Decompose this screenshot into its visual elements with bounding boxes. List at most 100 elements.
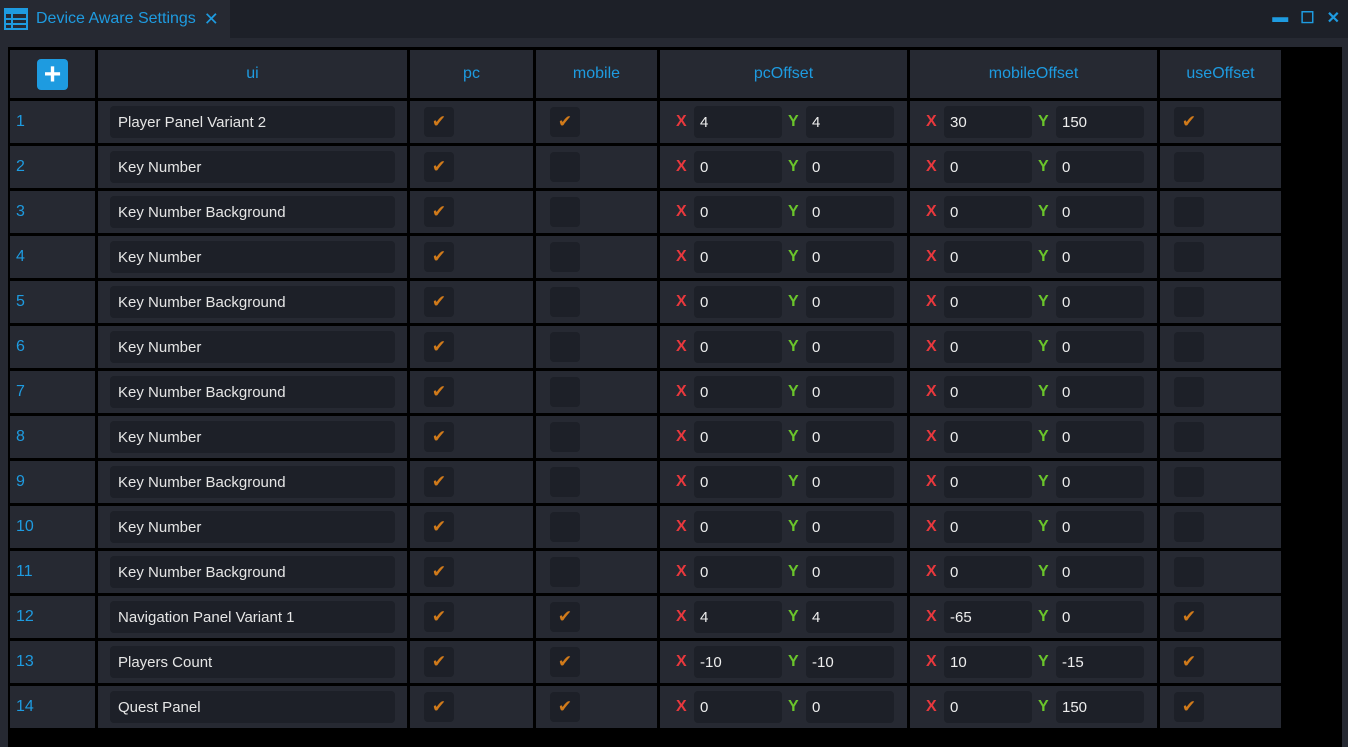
pc-offset-x-input[interactable]: 0 [694, 331, 782, 363]
pc-offset-x-input[interactable]: 0 [694, 466, 782, 498]
pc-checkbox[interactable]: ✔ [424, 467, 454, 497]
mobile-offset-y-input[interactable]: 0 [1056, 601, 1144, 633]
maximize-icon[interactable]: ☐ [1300, 10, 1315, 27]
ui-name-field[interactable]: Key Number [110, 241, 395, 273]
window-close-icon[interactable]: ✕ [1326, 10, 1340, 27]
mobile-offset-x-input[interactable]: 0 [944, 421, 1032, 453]
use-offset-checkbox[interactable] [1174, 557, 1204, 587]
pc-checkbox[interactable]: ✔ [424, 242, 454, 272]
pc-offset-y-input[interactable]: 0 [806, 691, 894, 723]
pc-offset-y-input[interactable]: 0 [806, 511, 894, 543]
pc-checkbox[interactable]: ✔ [424, 377, 454, 407]
pc-offset-x-input[interactable]: 0 [694, 691, 782, 723]
pc-offset-y-input[interactable]: 0 [806, 556, 894, 588]
mobile-offset-x-input[interactable]: 0 [944, 511, 1032, 543]
mobile-offset-x-input[interactable]: 30 [944, 106, 1032, 138]
mobile-checkbox[interactable]: ✔ [550, 692, 580, 722]
pc-offset-x-input[interactable]: 4 [694, 601, 782, 633]
pc-checkbox[interactable]: ✔ [424, 647, 454, 677]
mobile-offset-x-input[interactable]: 0 [944, 286, 1032, 318]
use-offset-checkbox[interactable]: ✔ [1174, 647, 1204, 677]
mobile-offset-x-input[interactable]: 0 [944, 196, 1032, 228]
mobile-checkbox[interactable] [550, 332, 580, 362]
pc-offset-x-input[interactable]: 4 [694, 106, 782, 138]
mobile-offset-x-input[interactable]: 0 [944, 331, 1032, 363]
mobile-checkbox[interactable]: ✔ [550, 107, 580, 137]
mobile-offset-y-input[interactable]: 150 [1056, 691, 1144, 723]
pc-checkbox[interactable]: ✔ [424, 332, 454, 362]
mobile-offset-y-input[interactable]: 0 [1056, 196, 1144, 228]
pc-offset-y-input[interactable]: 0 [806, 376, 894, 408]
ui-name-field[interactable]: Key Number Background [110, 466, 395, 498]
pc-offset-x-input[interactable]: 0 [694, 241, 782, 273]
mobile-checkbox[interactable] [550, 377, 580, 407]
mobile-checkbox[interactable] [550, 512, 580, 542]
ui-name-field[interactable]: Quest Panel [110, 691, 395, 723]
mobile-checkbox[interactable]: ✔ [550, 647, 580, 677]
pc-offset-y-input[interactable]: 4 [806, 601, 894, 633]
mobile-checkbox[interactable] [550, 197, 580, 227]
ui-name-field[interactable]: Key Number Background [110, 556, 395, 588]
ui-name-field[interactable]: Navigation Panel Variant 1 [110, 601, 395, 633]
mobile-checkbox[interactable] [550, 557, 580, 587]
pc-offset-y-input[interactable]: 0 [806, 286, 894, 318]
pc-offset-x-input[interactable]: 0 [694, 196, 782, 228]
use-offset-checkbox[interactable] [1174, 377, 1204, 407]
pc-offset-x-input[interactable]: 0 [694, 376, 782, 408]
ui-name-field[interactable]: Key Number Background [110, 286, 395, 318]
mobile-checkbox[interactable] [550, 422, 580, 452]
ui-name-field[interactable]: Key Number [110, 511, 395, 543]
use-offset-checkbox[interactable]: ✔ [1174, 692, 1204, 722]
pc-offset-y-input[interactable]: 0 [806, 196, 894, 228]
mobile-offset-y-input[interactable]: 150 [1056, 106, 1144, 138]
use-offset-checkbox[interactable] [1174, 512, 1204, 542]
pc-offset-x-input[interactable]: -10 [694, 646, 782, 678]
use-offset-checkbox[interactable] [1174, 467, 1204, 497]
use-offset-checkbox[interactable] [1174, 197, 1204, 227]
mobile-offset-x-input[interactable]: 10 [944, 646, 1032, 678]
use-offset-checkbox[interactable] [1174, 332, 1204, 362]
ui-name-field[interactable]: Key Number [110, 331, 395, 363]
pc-checkbox[interactable]: ✔ [424, 152, 454, 182]
pc-checkbox[interactable]: ✔ [424, 107, 454, 137]
pc-offset-x-input[interactable]: 0 [694, 151, 782, 183]
pc-offset-y-input[interactable]: 0 [806, 151, 894, 183]
ui-name-field[interactable]: Key Number Background [110, 376, 395, 408]
mobile-offset-y-input[interactable]: 0 [1056, 421, 1144, 453]
mobile-offset-y-input[interactable]: 0 [1056, 241, 1144, 273]
pc-offset-y-input[interactable]: 0 [806, 421, 894, 453]
mobile-offset-y-input[interactable]: 0 [1056, 151, 1144, 183]
mobile-offset-y-input[interactable]: 0 [1056, 331, 1144, 363]
tab-close-icon[interactable]: ✕ [203, 8, 219, 29]
pc-checkbox[interactable]: ✔ [424, 557, 454, 587]
ui-name-field[interactable]: Key Number Background [110, 196, 395, 228]
mobile-offset-y-input[interactable]: -15 [1056, 646, 1144, 678]
pc-checkbox[interactable]: ✔ [424, 197, 454, 227]
mobile-offset-x-input[interactable]: 0 [944, 376, 1032, 408]
mobile-checkbox[interactable] [550, 467, 580, 497]
pc-offset-y-input[interactable]: 4 [806, 106, 894, 138]
pc-offset-x-input[interactable]: 0 [694, 286, 782, 318]
pc-offset-y-input[interactable]: -10 [806, 646, 894, 678]
pc-checkbox[interactable]: ✔ [424, 422, 454, 452]
pc-checkbox[interactable]: ✔ [424, 692, 454, 722]
minimize-icon[interactable]: ▬ [1272, 9, 1289, 26]
mobile-offset-x-input[interactable]: 0 [944, 466, 1032, 498]
mobile-offset-x-input[interactable]: 0 [944, 691, 1032, 723]
mobile-checkbox[interactable] [550, 152, 580, 182]
use-offset-checkbox[interactable]: ✔ [1174, 602, 1204, 632]
use-offset-checkbox[interactable] [1174, 152, 1204, 182]
mobile-offset-y-input[interactable]: 0 [1056, 466, 1144, 498]
mobile-offset-x-input[interactable]: 0 [944, 556, 1032, 588]
pc-offset-y-input[interactable]: 0 [806, 331, 894, 363]
mobile-offset-x-input[interactable]: -65 [944, 601, 1032, 633]
pc-offset-x-input[interactable]: 0 [694, 511, 782, 543]
ui-name-field[interactable]: Key Number [110, 421, 395, 453]
use-offset-checkbox[interactable] [1174, 422, 1204, 452]
use-offset-checkbox[interactable] [1174, 242, 1204, 272]
mobile-checkbox[interactable] [550, 287, 580, 317]
ui-name-field[interactable]: Key Number [110, 151, 395, 183]
tab-device-aware-settings[interactable]: Device Aware Settings ✕ [0, 0, 230, 38]
use-offset-checkbox[interactable] [1174, 287, 1204, 317]
pc-offset-x-input[interactable]: 0 [694, 556, 782, 588]
